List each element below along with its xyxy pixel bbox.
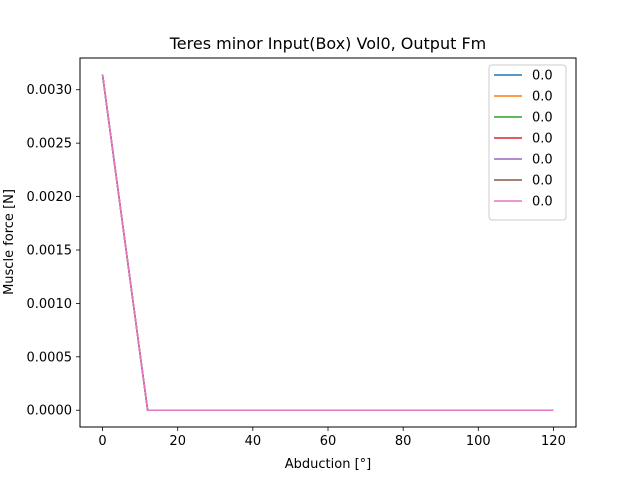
x-axis-label: Abduction [°] bbox=[285, 457, 371, 472]
legend-label-6: 0.0 bbox=[532, 195, 553, 210]
legend-label-2: 0.0 bbox=[532, 111, 553, 126]
y-tick-label: 0.0020 bbox=[27, 190, 73, 205]
legend: 0.0 0.0 0.0 0.0 0.0 0.0 0.0 bbox=[488, 64, 567, 221]
y-tick-label: 0.0025 bbox=[27, 137, 73, 152]
x-tick-label: 80 bbox=[395, 434, 412, 449]
y-tick-label: 0.0000 bbox=[27, 404, 73, 419]
x-tick-label: 40 bbox=[245, 434, 262, 449]
legend-box bbox=[488, 64, 567, 221]
x-tick-label: 0 bbox=[98, 434, 106, 449]
x-tick-label: 100 bbox=[466, 434, 491, 449]
y-axis: 0.0000 0.0005 0.0010 0.0015 0.0020 0.0025 0.00… bbox=[27, 83, 80, 419]
legend-label-4: 0.0 bbox=[532, 153, 553, 168]
legend-label-0: 0.0 bbox=[532, 69, 553, 84]
series-layer bbox=[101, 74, 554, 411]
x-axis: 0 20 40 60 80 100 120 bbox=[98, 427, 566, 449]
y-axis-label: Muscle force [N] bbox=[2, 189, 17, 295]
legend-label-1: 0.0 bbox=[532, 90, 553, 105]
y-tick-label: 0.0010 bbox=[27, 297, 73, 312]
x-tick-label: 20 bbox=[169, 434, 186, 449]
x-tick-label: 60 bbox=[320, 434, 337, 449]
y-tick-label: 0.0030 bbox=[27, 83, 73, 98]
y-tick-label: 0.0005 bbox=[27, 350, 73, 365]
legend-label-3: 0.0 bbox=[532, 132, 553, 147]
chart-title: Teres minor Input(Box) Vol0, Output Fm bbox=[169, 34, 487, 53]
y-tick-label: 0.0015 bbox=[27, 243, 73, 258]
series-line-6 bbox=[101, 74, 554, 411]
x-tick-label: 120 bbox=[541, 434, 566, 449]
legend-label-5: 0.0 bbox=[532, 174, 553, 189]
